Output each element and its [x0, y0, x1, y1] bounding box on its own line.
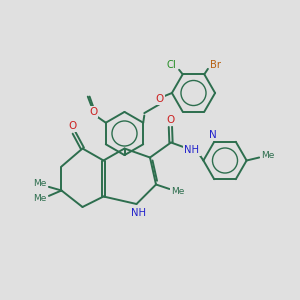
Text: O: O [68, 121, 77, 131]
Text: N: N [209, 130, 217, 140]
Text: Me: Me [33, 179, 46, 188]
Text: O: O [155, 94, 164, 104]
Text: Me: Me [33, 194, 46, 203]
Text: NH: NH [184, 145, 200, 155]
Text: Cl: Cl [167, 60, 176, 70]
Text: Br: Br [210, 60, 221, 70]
Text: O: O [166, 115, 175, 125]
Text: Me: Me [171, 187, 184, 196]
Text: NH: NH [130, 208, 146, 218]
Text: O: O [89, 107, 97, 117]
Text: Me: Me [261, 151, 274, 160]
